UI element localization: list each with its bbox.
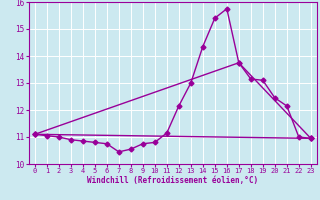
- X-axis label: Windchill (Refroidissement éolien,°C): Windchill (Refroidissement éolien,°C): [87, 176, 258, 185]
